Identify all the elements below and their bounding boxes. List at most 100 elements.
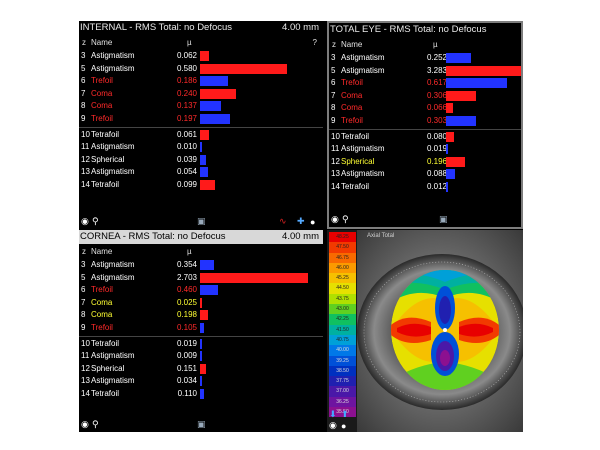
camera-icon[interactable]: ◉ [81, 216, 89, 226]
zernike-index: 11 [81, 351, 90, 361]
zernike-row[interactable]: 10 Tetrafoil 0.061 [79, 129, 323, 140]
zernike-row[interactable]: 13 Astigmatism 0.034 [79, 375, 323, 387]
zernike-bar [200, 154, 206, 165]
zernike-value: 0.039 [176, 154, 197, 164]
scale-step: 45.25 [329, 273, 356, 284]
zoom-icon[interactable]: ⚲ [342, 214, 349, 224]
zernike-value: 0.151 [176, 363, 197, 373]
zernike-name: Astigmatism [91, 376, 135, 386]
wave-icon[interactable]: ∿ [279, 216, 287, 226]
zernike-row[interactable]: 5 Astigmatism 2.703 [79, 272, 323, 283]
print-icon[interactable]: ▣ [197, 216, 206, 226]
zernike-bar [200, 323, 205, 333]
zernike-bar [200, 180, 215, 190]
zernike-value: 0.105 [176, 323, 197, 332]
print-icon[interactable]: ▣ [439, 214, 448, 224]
zernike-value: 0.240 [176, 88, 197, 98]
camera-icon[interactable]: ◉ [81, 419, 89, 429]
zoom-icon[interactable]: ⚲ [92, 216, 99, 226]
zernike-row[interactable]: 13 Astigmatism 0.088 [329, 168, 521, 180]
zernike-name: Astigmatism [91, 142, 135, 152]
zernike-index: 8 [81, 310, 86, 320]
zernike-name: Spherical [341, 156, 375, 166]
internal-title: INTERNAL - RMS Total: no Defocus [80, 22, 233, 33]
zernike-row[interactable]: 9 Trefoil 0.197 [79, 113, 323, 124]
zernike-row[interactable]: 7 Coma 0.306 [329, 90, 521, 101]
zernike-row[interactable]: 12 Spherical 0.039 [79, 154, 323, 165]
zernike-bar [446, 156, 466, 167]
zoom-icon[interactable]: ⚲ [92, 419, 99, 429]
zernike-row[interactable]: 6 Trefoil 0.186 [79, 75, 323, 87]
arrow-down-icon[interactable]: ⬇ [329, 409, 337, 419]
zernike-index: 7 [331, 90, 336, 100]
cornea-panel: CORNEA - RMS Total: no Defocus 4.00 mm z… [79, 230, 323, 432]
zernike-row[interactable]: 9 Trefoil 0.105 [79, 322, 323, 333]
zernike-row[interactable]: 7 Coma 0.240 [79, 88, 323, 99]
scale-step: 40.75 [329, 334, 356, 346]
total-eye-panel: TOTAL EYE - RMS Total: no Defocus z Name… [327, 21, 523, 229]
zernike-row[interactable]: 12 Spherical 0.196 [329, 156, 521, 167]
zernike-row[interactable]: 5 Astigmatism 0.580 [79, 63, 323, 74]
zernike-value: 0.054 [176, 167, 197, 177]
zernike-bar [200, 389, 205, 399]
print-icon[interactable]: ▣ [197, 419, 206, 429]
zernike-row[interactable]: 14 Tetrafoil 0.110 [79, 388, 323, 399]
zernike-index: 3 [81, 260, 86, 269]
zernike-index: 13 [81, 167, 90, 177]
zernike-value: 0.197 [176, 114, 197, 123]
total-header: TOTAL EYE - RMS Total: no Defocus [329, 23, 521, 37]
zernike-bar [200, 338, 202, 349]
plus-icon[interactable]: ✚ [297, 216, 305, 226]
col-z: z [332, 40, 336, 49]
zernike-row[interactable]: 11 Astigmatism 0.009 [79, 350, 323, 362]
zernike-bar [446, 103, 453, 114]
zernike-index: 12 [81, 363, 90, 373]
zernike-name: Astigmatism [91, 63, 135, 73]
zernike-index: 6 [81, 76, 86, 86]
total-footer: ◉ ⚲ ▣ [329, 213, 521, 227]
zernike-value: 0.061 [176, 129, 197, 139]
zernike-row[interactable]: 13 Astigmatism 0.054 [79, 166, 323, 178]
zernike-row[interactable]: 10 Tetrafoil 0.019 [79, 338, 323, 349]
zernike-row[interactable]: 6 Trefoil 0.460 [79, 284, 323, 296]
zernike-name: Trefoil [91, 114, 113, 123]
zernike-row[interactable]: 5 Astigmatism 3.283 [329, 65, 521, 76]
col-z: z [82, 247, 86, 256]
zernike-row[interactable]: 11 Astigmatism 0.019 [329, 143, 521, 155]
zernike-name: Coma [341, 90, 363, 100]
zernike-row[interactable]: 8 Coma 0.198 [79, 309, 323, 321]
circle-icon[interactable]: ● [341, 421, 347, 431]
zernike-value: 0.186 [176, 76, 197, 86]
cornea-column-header: z Name µ [79, 246, 323, 257]
color-scale: 48.25 47.50 46.75 46.00 45.25 44.50 43.75 43.00… [329, 232, 356, 418]
zernike-row[interactable]: 3 Astigmatism 0.062 [79, 50, 323, 61]
aberrometry-screen: INTERNAL - RMS Total: no Defocus 4.00 mm… [79, 21, 523, 432]
zernike-bar [200, 297, 202, 308]
zernike-row[interactable]: 12 Spherical 0.151 [79, 363, 323, 374]
zernike-row[interactable]: 14 Tetrafoil 0.099 [79, 179, 323, 190]
circle-icon[interactable]: ● [310, 217, 316, 227]
zernike-row[interactable]: 6 Trefoil 0.617 [329, 77, 521, 89]
zernike-index: 10 [81, 129, 90, 139]
zernike-row[interactable]: 14 Tetrafoil 0.012 [329, 181, 521, 192]
zernike-index: 5 [81, 272, 86, 282]
camera-icon[interactable]: ◉ [331, 214, 339, 224]
zernike-bar [200, 51, 210, 61]
zernike-row[interactable]: 3 Astigmatism 0.354 [79, 259, 323, 270]
zernike-value: 0.580 [176, 63, 197, 73]
camera-icon[interactable]: ◉ [329, 420, 337, 430]
zernike-bar [200, 101, 221, 112]
zernike-name: Tetrafoil [91, 180, 120, 189]
col-help[interactable]: ? [312, 38, 317, 47]
zernike-row[interactable]: 11 Astigmatism 0.010 [79, 141, 323, 153]
zernike-name: Astigmatism [341, 65, 385, 75]
zernike-row[interactable]: 8 Coma 0.137 [79, 100, 323, 112]
zernike-row[interactable]: 3 Astigmatism 0.252 [329, 52, 521, 63]
arrow-up-icon[interactable]: ⬆ [341, 409, 349, 419]
zernike-bar [200, 129, 210, 140]
zernike-row[interactable]: 9 Trefoil 0.303 [329, 115, 521, 126]
zernike-row[interactable]: 7 Coma 0.025 [79, 297, 323, 308]
zernike-row[interactable]: 8 Coma 0.066 [329, 102, 521, 114]
zernike-name: Astigmatism [341, 53, 385, 62]
zernike-row[interactable]: 10 Tetrafoil 0.080 [329, 131, 521, 142]
